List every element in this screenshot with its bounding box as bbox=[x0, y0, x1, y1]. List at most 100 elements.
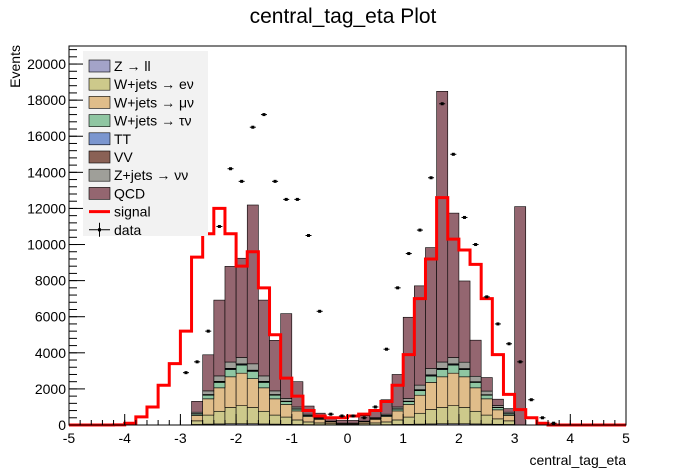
stack-bar-6-30 bbox=[402, 398, 415, 402]
data-point-37 bbox=[483, 295, 490, 299]
stack-bar-6-35 bbox=[458, 361, 471, 369]
stack-bar-6-18 bbox=[269, 390, 281, 395]
stack-bar-7-16 bbox=[246, 204, 259, 365]
legend-swatch bbox=[88, 132, 111, 146]
stack-bar-3-34 bbox=[447, 364, 460, 374]
stack-bar-3-17 bbox=[258, 382, 270, 389]
stack-bar-7-14 bbox=[224, 266, 237, 363]
stack-bar-7-11 bbox=[191, 401, 203, 413]
stack-bar-6-12 bbox=[202, 390, 215, 395]
legend-label: TT bbox=[114, 131, 132, 147]
axes: -5 -4 -3 -2 -1 0 1 2 3 4 5 0 2000 4000 6000 8000 10000 12… bbox=[27, 49, 630, 446]
data-point-42 bbox=[539, 416, 546, 420]
legend-swatch bbox=[88, 77, 111, 91]
stack-bar-1-12 bbox=[202, 414, 215, 425]
stack-bar-2-38 bbox=[492, 409, 504, 420]
stack-bar-2-22 bbox=[313, 419, 326, 424]
stack-bar-3-15 bbox=[235, 364, 248, 374]
stack-bar-1-34 bbox=[447, 405, 460, 425]
data-point-25 bbox=[350, 414, 357, 418]
stack-bar-7-38 bbox=[492, 398, 504, 406]
data-point-39 bbox=[506, 342, 513, 346]
data-point-17 bbox=[260, 113, 267, 117]
stack-bar-6-36 bbox=[469, 375, 482, 382]
x-tick-label: -4 bbox=[118, 430, 131, 446]
data-point-19 bbox=[283, 197, 290, 201]
stack-bar-7-12 bbox=[202, 354, 215, 392]
data-point-32 bbox=[428, 176, 435, 180]
stack-bar-2-21 bbox=[302, 416, 315, 423]
stack-bar-2-16 bbox=[246, 378, 259, 408]
legend-label: signal bbox=[114, 204, 151, 220]
stack-bar-2-28 bbox=[380, 416, 393, 423]
stack-bar-6-17 bbox=[258, 375, 270, 382]
x-tick-label: -3 bbox=[174, 430, 187, 446]
data-point-40 bbox=[517, 360, 524, 364]
legend-entry-8: signal bbox=[89, 204, 151, 220]
legend-label: W+jets → μν bbox=[114, 94, 194, 110]
y-tick-label: 16000 bbox=[27, 128, 66, 144]
stack-bar-2-37 bbox=[480, 398, 493, 416]
stack-bar-7-24 bbox=[336, 420, 348, 424]
stack-bar-1-14 bbox=[224, 407, 237, 425]
stack-bar-7-15 bbox=[235, 257, 248, 358]
stack-bar-1-21 bbox=[302, 421, 315, 425]
data-point-36 bbox=[472, 243, 479, 247]
stack-bar-2-15 bbox=[235, 372, 248, 406]
legend-swatch bbox=[88, 150, 111, 164]
stack-bar-7-37 bbox=[480, 377, 493, 392]
x-tick-label: -5 bbox=[63, 430, 76, 446]
data-point-16 bbox=[249, 125, 256, 129]
stack-bar-7-17 bbox=[258, 299, 270, 377]
stack-bar-7-13 bbox=[213, 299, 226, 377]
legend-swatch bbox=[88, 114, 111, 127]
data-point-15 bbox=[238, 179, 245, 183]
stack-bar-3-35 bbox=[458, 369, 471, 378]
stack-bar-1-39 bbox=[503, 420, 515, 425]
data-point-11 bbox=[194, 360, 201, 364]
y-tick-label: 20000 bbox=[27, 56, 66, 72]
stack-bar-7-32 bbox=[425, 247, 437, 369]
stack-bar-7-36 bbox=[469, 339, 482, 377]
stack-bar-2-18 bbox=[269, 398, 281, 416]
data-point-28 bbox=[383, 347, 390, 351]
stack-bar-3-19 bbox=[280, 401, 293, 405]
data-point-12 bbox=[205, 329, 212, 333]
stack-bar-1-38 bbox=[492, 418, 504, 425]
y-tick-label: 18000 bbox=[27, 92, 66, 108]
stack-bar-2-32 bbox=[425, 382, 437, 410]
y-tick-label: 2000 bbox=[35, 381, 66, 397]
data-point-10 bbox=[182, 371, 189, 375]
x-tick-label: 3 bbox=[511, 430, 519, 446]
stack-bar-3-33 bbox=[436, 369, 449, 378]
stack-bar-1-16 bbox=[246, 407, 259, 425]
x-tick-label: -2 bbox=[230, 430, 243, 446]
stack-bar-7-31 bbox=[414, 285, 426, 386]
stack-bar-1-35 bbox=[458, 407, 471, 425]
legend-entry-9: data bbox=[89, 222, 141, 238]
legend-entry-6: Z+jets → νν bbox=[88, 167, 188, 183]
stack-bar-6-37 bbox=[480, 390, 493, 395]
stack-bar-3-37 bbox=[480, 394, 493, 400]
data-point-35 bbox=[461, 215, 468, 219]
stack-bar-2-20 bbox=[291, 410, 304, 421]
y-tick-label: 12000 bbox=[27, 200, 66, 216]
y-tick-label: 10000 bbox=[27, 237, 66, 253]
stack-bar-2-30 bbox=[402, 404, 415, 418]
signal-line bbox=[69, 196, 626, 427]
stack-bar-6-14 bbox=[224, 361, 237, 369]
signal-histogram bbox=[69, 196, 626, 427]
stack-bar-3-18 bbox=[269, 394, 281, 400]
legend-swatch-dot bbox=[98, 228, 101, 232]
data-point-18 bbox=[272, 179, 279, 183]
stack-bar-6-19 bbox=[280, 398, 293, 402]
legend-entry-3: W+jets → τν bbox=[88, 113, 192, 129]
stack-bar-2-31 bbox=[414, 394, 426, 414]
stack-bar-7-25 bbox=[347, 420, 359, 424]
stack-bar-7-40 bbox=[514, 206, 527, 426]
stack-bar-6-33 bbox=[436, 361, 449, 369]
y-tick-label: 8000 bbox=[35, 273, 66, 289]
legend-label: W+jets → eν bbox=[114, 76, 194, 92]
data-point-20 bbox=[294, 197, 301, 201]
legend-swatch bbox=[88, 59, 111, 73]
